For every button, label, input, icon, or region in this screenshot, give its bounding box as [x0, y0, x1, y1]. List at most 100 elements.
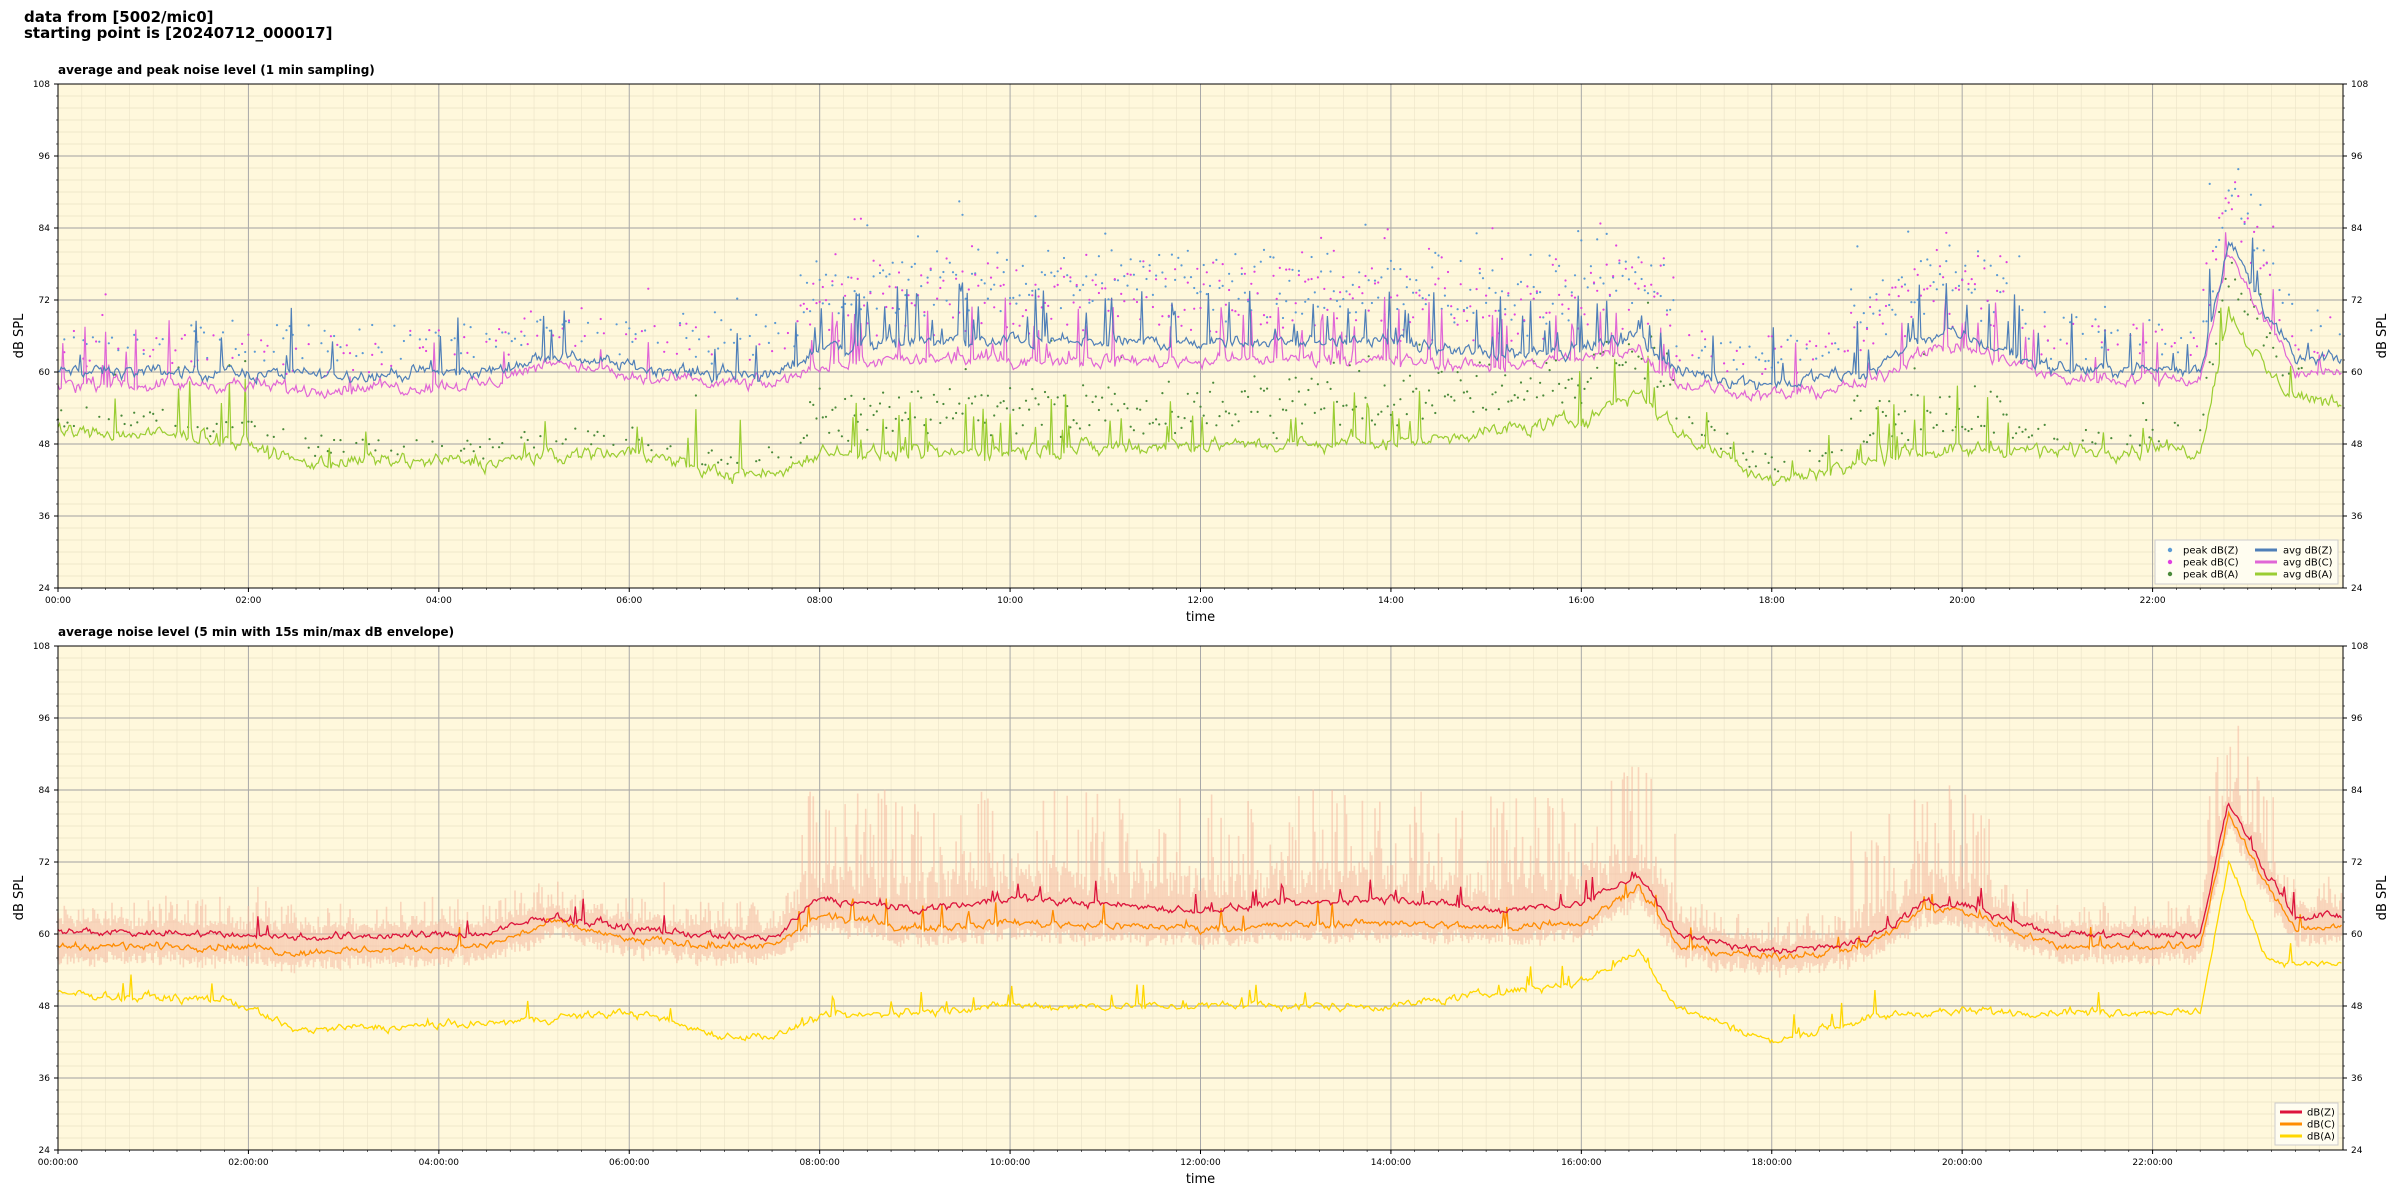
peak-point [1021, 424, 1024, 427]
peak-point [463, 336, 466, 339]
peak-point [707, 451, 710, 454]
x-tick-label: 02:00:00 [228, 1158, 269, 1168]
peak-point [840, 306, 844, 309]
y-tick-label: 60 [39, 930, 51, 940]
peak-point [1012, 322, 1015, 325]
peak-point [1704, 338, 1707, 341]
peak-point [799, 304, 802, 307]
y-tick-label-right: 36 [2351, 512, 2363, 522]
peak-point [989, 276, 993, 279]
peak-point [1259, 387, 1262, 390]
peak-point [1316, 383, 1319, 386]
peak-point [1186, 281, 1189, 284]
peak-point [418, 346, 421, 349]
peak-point [1634, 282, 1637, 285]
peak-point [1586, 323, 1589, 326]
peak-point [878, 264, 882, 267]
peak-point [1507, 292, 1510, 295]
peak-point [1564, 386, 1567, 390]
peak-point [1043, 390, 1047, 394]
peak-point [2103, 305, 2107, 308]
peak-point [1932, 300, 1935, 303]
peak-point [1123, 275, 1126, 278]
peak-point [1535, 290, 1538, 293]
peak-point [1110, 403, 1113, 406]
peak-point [1986, 299, 1989, 302]
y-tick-label: 84 [39, 224, 51, 234]
peak-point [136, 338, 139, 341]
peak-point [821, 416, 824, 419]
peak-point [1278, 266, 1281, 269]
peak-point [1938, 396, 1942, 399]
peak-point [1491, 227, 1494, 230]
peak-point [996, 266, 999, 269]
peak-point [120, 414, 123, 417]
peak-point [888, 273, 891, 276]
peak-point [326, 450, 329, 453]
peak-point [1329, 270, 1332, 273]
peak-point [1599, 222, 1602, 225]
peak-point [1615, 362, 1618, 365]
peak-point [1224, 410, 1227, 413]
peak-point [1618, 364, 1621, 367]
peak-point [520, 330, 523, 333]
peak-point [371, 353, 374, 356]
peak-point [361, 438, 364, 441]
peak-point [152, 348, 155, 351]
peak-point [1567, 378, 1570, 381]
peak-point [415, 439, 418, 442]
peak-point [926, 281, 929, 284]
peak-point [1009, 296, 1012, 300]
peak-point [964, 368, 967, 371]
peak-point [1478, 361, 1481, 364]
peak-point [510, 340, 513, 343]
peak-point [1231, 309, 1234, 312]
peak-point [523, 317, 526, 320]
peak-point [1421, 417, 1424, 420]
peak-point [209, 435, 212, 438]
peak-point [2161, 328, 2164, 331]
peak-point [431, 440, 434, 443]
peak-point [1088, 301, 1091, 304]
peak-point [888, 405, 891, 409]
y-tick-label-right: 108 [2351, 80, 2368, 90]
peak-point [1529, 253, 1532, 256]
peak-point [2084, 357, 2087, 361]
peak-point [63, 425, 66, 428]
peak-point [1659, 264, 1662, 267]
peak-point [1970, 427, 1973, 431]
peak-point [1840, 449, 1843, 452]
peak-point [875, 410, 878, 413]
peak-point [1818, 460, 1821, 463]
peak-point [640, 330, 644, 333]
y-tick-label-right: 60 [2351, 930, 2363, 940]
peak-point [2097, 330, 2100, 333]
peak-point [863, 397, 866, 400]
peak-point [1596, 289, 1599, 292]
peak-point [1891, 286, 1894, 289]
peak-point [1742, 452, 1745, 455]
peak-point [1024, 309, 1028, 312]
peak-point [1180, 324, 1183, 327]
peak-point [996, 251, 999, 254]
peak-point [253, 350, 256, 353]
peak-point [196, 426, 199, 429]
peak-point [1646, 301, 1650, 304]
peak-point [618, 353, 621, 356]
peak-point [1618, 262, 1621, 265]
peak-point [888, 285, 891, 288]
peak-point [2316, 351, 2319, 354]
peak-point [2005, 261, 2008, 264]
peak-point [1307, 298, 1310, 301]
peak-point [1491, 393, 1494, 396]
peak-point [1405, 286, 1408, 289]
peak-point [1853, 304, 1856, 307]
peak-point [878, 402, 882, 405]
peak-point [1243, 272, 1246, 275]
peak-point [602, 434, 606, 437]
peak-point [1996, 274, 1999, 277]
peak-point [1884, 304, 1888, 308]
peak-point [174, 424, 177, 427]
peak-point [1983, 424, 1986, 428]
